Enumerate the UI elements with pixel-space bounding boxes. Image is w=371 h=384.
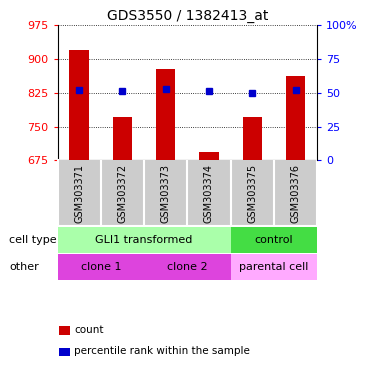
Text: GLI1 transformed: GLI1 transformed [95, 235, 193, 245]
Bar [286, 76, 305, 161]
Bar [69, 50, 89, 161]
Text: GSM303374: GSM303374 [204, 164, 214, 223]
Bar [144, 254, 231, 280]
Bar [199, 152, 219, 161]
Text: GSM303376: GSM303376 [290, 164, 301, 223]
Text: GSM303373: GSM303373 [161, 164, 171, 223]
Bar [243, 118, 262, 161]
Text: other: other [9, 262, 39, 272]
Text: control: control [255, 235, 293, 245]
Text: GSM303372: GSM303372 [118, 164, 127, 223]
Bar [58, 227, 231, 253]
Bar [58, 254, 144, 280]
Bar [113, 118, 132, 161]
Title: GDS3550 / 1382413_at: GDS3550 / 1382413_at [107, 8, 268, 23]
Text: parental cell: parental cell [239, 262, 309, 272]
Text: clone 2: clone 2 [167, 262, 208, 272]
Bar [156, 69, 175, 161]
Text: GSM303371: GSM303371 [74, 164, 84, 223]
Text: cell type: cell type [9, 235, 57, 245]
Text: GSM303375: GSM303375 [247, 164, 257, 223]
Text: clone 1: clone 1 [81, 262, 121, 272]
Bar [231, 254, 317, 280]
Text: count: count [74, 325, 104, 335]
Bar [231, 227, 317, 253]
Text: percentile rank within the sample: percentile rank within the sample [74, 346, 250, 356]
